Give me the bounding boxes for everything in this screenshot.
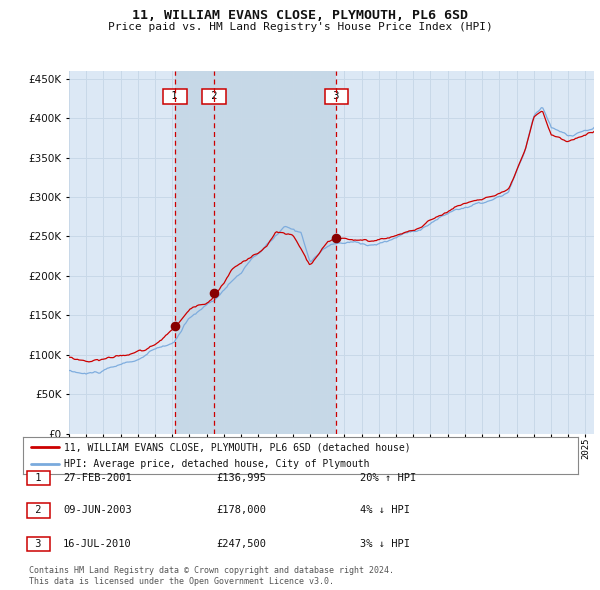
Bar: [214, 71, 337, 434]
Bar: [175, 71, 214, 434]
Point: [170, 321, 179, 330]
Text: 16-JUL-2010: 16-JUL-2010: [63, 539, 132, 549]
Text: Contains HM Land Registry data © Crown copyright and database right 2024.: Contains HM Land Registry data © Crown c…: [29, 566, 394, 575]
Text: 3: 3: [327, 91, 346, 101]
Text: 11, WILLIAM EVANS CLOSE, PLYMOUTH, PL6 6SD (detached house): 11, WILLIAM EVANS CLOSE, PLYMOUTH, PL6 6…: [64, 442, 411, 452]
Text: £247,500: £247,500: [216, 539, 266, 549]
Text: £178,000: £178,000: [216, 506, 266, 515]
Text: 27-FEB-2001: 27-FEB-2001: [63, 473, 132, 483]
Text: 09-JUN-2003: 09-JUN-2003: [63, 506, 132, 515]
Text: Price paid vs. HM Land Registry's House Price Index (HPI): Price paid vs. HM Land Registry's House …: [107, 22, 493, 32]
Text: 4% ↓ HPI: 4% ↓ HPI: [360, 506, 410, 515]
Text: 1: 1: [29, 473, 47, 483]
Text: 1: 1: [166, 91, 184, 101]
Text: £136,995: £136,995: [216, 473, 266, 483]
Point: [332, 234, 341, 243]
Text: HPI: Average price, detached house, City of Plymouth: HPI: Average price, detached house, City…: [64, 459, 370, 469]
Text: 2: 2: [29, 506, 47, 515]
Text: 2: 2: [205, 91, 224, 101]
Text: This data is licensed under the Open Government Licence v3.0.: This data is licensed under the Open Gov…: [29, 577, 334, 586]
Text: 11, WILLIAM EVANS CLOSE, PLYMOUTH, PL6 6SD: 11, WILLIAM EVANS CLOSE, PLYMOUTH, PL6 6…: [132, 9, 468, 22]
Text: 20% ↑ HPI: 20% ↑ HPI: [360, 473, 416, 483]
Text: 3: 3: [29, 539, 47, 549]
Point: [209, 289, 219, 298]
Text: 3% ↓ HPI: 3% ↓ HPI: [360, 539, 410, 549]
